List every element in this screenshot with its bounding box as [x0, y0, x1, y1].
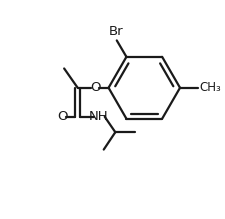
Text: O: O	[89, 81, 100, 94]
Text: NH: NH	[89, 110, 108, 123]
Text: Br: Br	[108, 25, 123, 39]
Text: O: O	[57, 110, 67, 123]
Text: CH₃: CH₃	[198, 81, 220, 94]
